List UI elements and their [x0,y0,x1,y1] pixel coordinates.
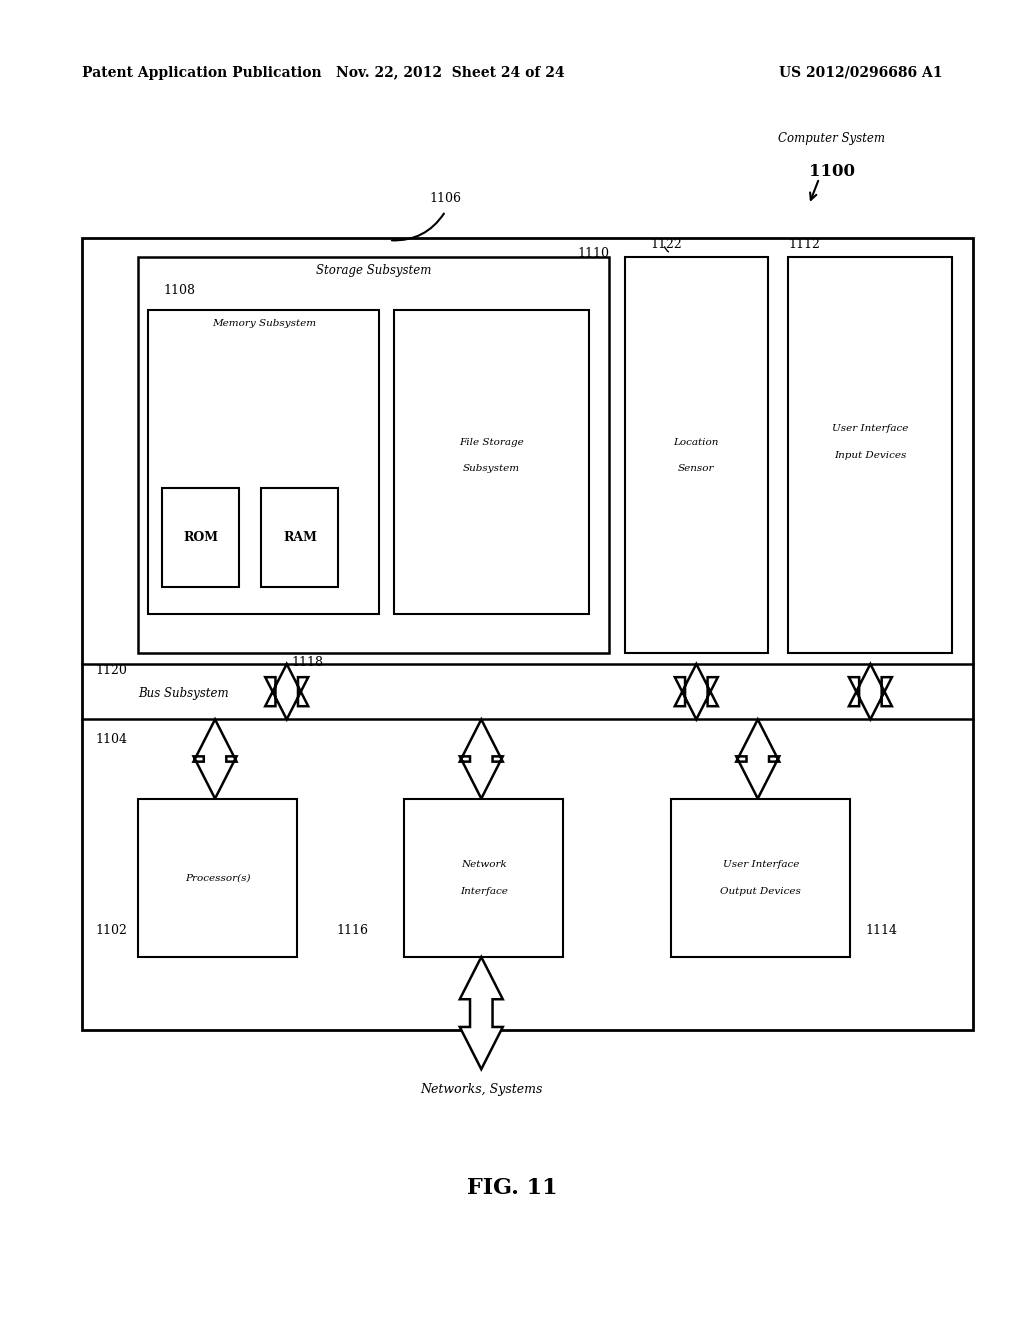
Text: Network: Network [462,861,507,869]
Text: Memory Subsystem: Memory Subsystem [212,319,316,327]
Text: 1100: 1100 [809,164,855,180]
Text: Storage Subsystem: Storage Subsystem [316,264,431,277]
Polygon shape [194,719,237,799]
Text: User Interface: User Interface [833,425,908,433]
Text: 1104: 1104 [95,733,127,746]
Text: Interface: Interface [461,887,508,895]
Bar [394,310,589,614]
Text: FIG. 11: FIG. 11 [467,1177,557,1199]
Bar [148,310,379,614]
Bar [82,238,973,1030]
Text: Subsystem: Subsystem [463,465,520,473]
Text: User Interface: User Interface [723,861,799,869]
Text: 1112: 1112 [788,238,820,251]
Text: Computer System: Computer System [778,132,885,145]
Text: Bus Subsystem: Bus Subsystem [138,686,229,700]
Text: RAM: RAM [283,531,317,544]
Text: 1120: 1120 [95,664,127,677]
Text: Location: Location [674,438,719,446]
Text: ROM: ROM [183,531,218,544]
Polygon shape [460,719,503,799]
Text: 1110: 1110 [578,247,609,260]
Bar [261,488,338,587]
Text: Patent Application Publication: Patent Application Publication [82,66,322,79]
Polygon shape [736,719,779,799]
Bar [162,488,239,587]
Polygon shape [675,664,718,719]
Text: Output Devices: Output Devices [721,887,801,895]
Polygon shape [849,664,892,719]
Text: 1118: 1118 [292,656,324,669]
Bar [138,257,609,653]
Text: 1116: 1116 [337,924,369,937]
Polygon shape [265,664,308,719]
Bar [788,257,952,653]
Text: Input Devices: Input Devices [835,451,906,459]
Text: 1122: 1122 [650,238,682,251]
Text: 1102: 1102 [95,924,127,937]
Text: 1108: 1108 [164,284,196,297]
Text: 1106: 1106 [429,191,462,205]
Bar [138,799,297,957]
Text: Networks, Systems: Networks, Systems [420,1082,543,1096]
Text: Processor(s): Processor(s) [185,874,251,882]
Text: US 2012/0296686 A1: US 2012/0296686 A1 [778,66,942,79]
Polygon shape [460,957,503,1069]
Text: Nov. 22, 2012  Sheet 24 of 24: Nov. 22, 2012 Sheet 24 of 24 [336,66,565,79]
Text: File Storage: File Storage [459,438,524,446]
Bar [404,799,563,957]
Text: Sensor: Sensor [678,465,715,473]
Text: 1114: 1114 [865,924,897,937]
Bar [671,799,850,957]
Bar [625,257,768,653]
